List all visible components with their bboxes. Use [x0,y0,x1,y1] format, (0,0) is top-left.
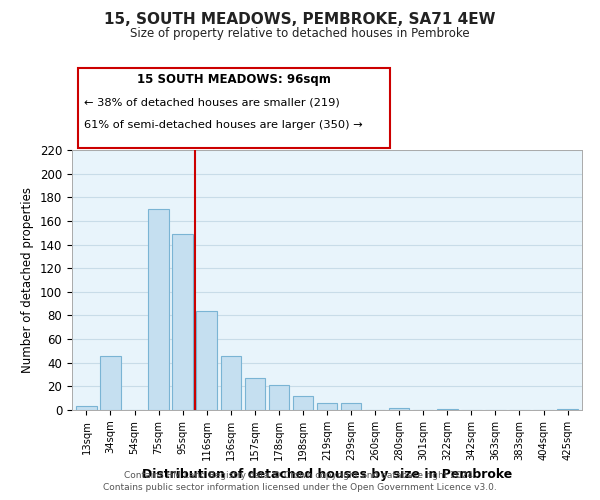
Bar [172,234,193,410]
Bar [221,356,241,410]
Bar [341,403,361,410]
Bar [100,356,121,410]
Text: 61% of semi-detached houses are larger (350) →: 61% of semi-detached houses are larger (… [84,120,362,130]
Text: Contains HM Land Registry data © Crown copyright and database right 2024.: Contains HM Land Registry data © Crown c… [124,471,476,480]
Bar [76,406,97,410]
Text: Size of property relative to detached houses in Pembroke: Size of property relative to detached ho… [130,28,470,40]
Bar [196,310,217,410]
Text: Contains public sector information licensed under the Open Government Licence v3: Contains public sector information licen… [103,484,497,492]
Text: ← 38% of detached houses are smaller (219): ← 38% of detached houses are smaller (21… [84,98,340,108]
Text: 15, SOUTH MEADOWS, PEMBROKE, SA71 4EW: 15, SOUTH MEADOWS, PEMBROKE, SA71 4EW [104,12,496,28]
Bar [317,403,337,410]
Bar [245,378,265,410]
Text: 15 SOUTH MEADOWS: 96sqm: 15 SOUTH MEADOWS: 96sqm [137,74,331,86]
Y-axis label: Number of detached properties: Number of detached properties [22,187,34,373]
X-axis label: Distribution of detached houses by size in Pembroke: Distribution of detached houses by size … [142,468,512,481]
Bar [293,396,313,410]
Bar [269,385,289,410]
Bar [148,209,169,410]
Bar [437,409,458,410]
Bar [389,408,409,410]
Bar [557,409,578,410]
